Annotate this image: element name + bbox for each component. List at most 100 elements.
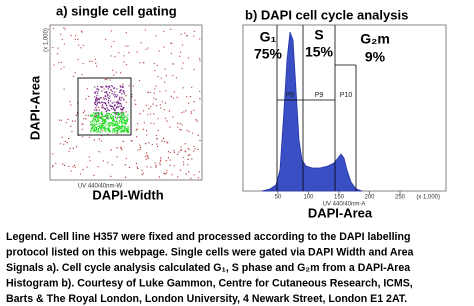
dot	[107, 127, 110, 129]
dot	[121, 114, 123, 116]
dot	[147, 156, 149, 158]
dot	[113, 40, 115, 42]
dot	[121, 111, 123, 113]
dot	[108, 124, 111, 126]
dot	[74, 120, 76, 122]
dot	[105, 114, 107, 117]
dot	[119, 105, 121, 107]
dot	[97, 112, 99, 114]
dot	[93, 128, 95, 131]
dot	[121, 109, 123, 111]
dot	[75, 114, 77, 117]
dot	[112, 69, 114, 72]
dot	[145, 142, 147, 145]
dot	[119, 102, 121, 105]
dot	[101, 125, 103, 127]
dot	[119, 97, 121, 99]
dot	[126, 131, 128, 133]
dot	[123, 126, 125, 128]
dot	[64, 28, 66, 30]
dot	[156, 143, 158, 145]
dot	[94, 109, 96, 111]
dot	[108, 117, 110, 120]
dot	[124, 164, 126, 166]
dot	[86, 88, 88, 90]
panel-title: b) DAPI cell cycle analysis	[245, 7, 408, 22]
dot	[145, 104, 148, 107]
dot	[144, 29, 146, 31]
dot	[96, 96, 98, 99]
dot	[98, 113, 100, 115]
dot	[101, 115, 103, 117]
dot	[107, 86, 109, 88]
dot	[163, 140, 165, 143]
dot	[179, 51, 182, 53]
dot	[123, 55, 125, 57]
dot	[164, 117, 166, 119]
dot	[98, 101, 100, 103]
dot	[125, 128, 128, 131]
dot	[123, 99, 125, 101]
dot	[160, 77, 162, 79]
dot	[190, 177, 192, 180]
dot	[107, 101, 109, 103]
dot	[147, 157, 149, 159]
dot	[110, 175, 112, 177]
dot	[150, 122, 152, 124]
dot	[126, 116, 128, 119]
dot	[193, 68, 195, 71]
dot	[103, 115, 106, 117]
dot	[93, 139, 95, 141]
dot	[159, 104, 161, 106]
dot	[124, 125, 126, 127]
dot	[193, 150, 195, 152]
dot	[164, 81, 166, 83]
dot	[122, 122, 125, 124]
dot	[170, 42, 172, 44]
dot	[111, 131, 114, 133]
dot	[179, 128, 181, 131]
dot	[117, 131, 119, 133]
dot	[118, 126, 120, 128]
dot	[121, 124, 123, 126]
dot	[192, 132, 194, 134]
dot	[123, 106, 125, 109]
dot	[100, 131, 102, 133]
dot	[184, 150, 186, 152]
dot	[118, 116, 120, 118]
dot	[154, 70, 156, 72]
dot	[119, 113, 121, 115]
dot	[106, 117, 108, 119]
dot	[188, 130, 190, 133]
dot	[94, 112, 96, 114]
dot	[116, 100, 119, 102]
dot	[118, 52, 120, 54]
dot	[99, 125, 101, 127]
dot	[164, 68, 166, 70]
dot	[106, 124, 108, 126]
dot	[93, 114, 95, 116]
dot	[70, 170, 72, 172]
dot	[182, 161, 185, 163]
dot	[95, 91, 97, 93]
dot	[60, 68, 62, 70]
dot	[108, 122, 111, 125]
dot	[98, 106, 100, 108]
dot	[101, 112, 103, 114]
dot	[159, 90, 161, 93]
dot	[125, 119, 127, 122]
dot	[173, 149, 175, 151]
dot	[136, 128, 138, 130]
dot	[117, 112, 119, 114]
dot	[117, 106, 119, 109]
dot	[96, 118, 99, 120]
dot	[107, 94, 109, 96]
dot	[95, 114, 98, 116]
dot	[150, 166, 152, 168]
dot	[123, 93, 125, 95]
dot	[104, 38, 107, 41]
dot	[95, 120, 98, 122]
dot	[123, 90, 125, 92]
dot	[155, 164, 157, 167]
dot	[161, 140, 163, 142]
